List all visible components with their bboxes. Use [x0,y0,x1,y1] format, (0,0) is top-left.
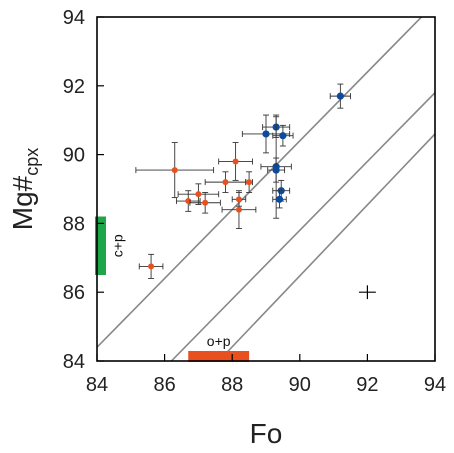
blue-point-marker [279,132,287,140]
x-tick-label: 88 [221,374,243,396]
orange-point [135,142,215,199]
orange-point [189,191,221,214]
orange-point [177,183,220,205]
orange-point [138,253,164,279]
data-points [135,83,351,279]
x-tick-label: 86 [153,374,175,396]
orange-point-marker [148,263,155,270]
reference-line [97,17,423,348]
x-tick-label: 84 [86,374,108,396]
range-bar-label: o+p [207,333,231,349]
orange-point-marker [202,199,209,206]
range-bar-o+p [188,351,250,362]
y-axis-title-main: Mg# [7,175,38,230]
y-tick-label: 88 [63,213,85,235]
orange-point-marker [222,179,229,186]
y-axis-title-subscript: cpx [22,148,42,176]
orange-point [204,171,247,193]
y-axis-title: Mg#cpx [7,148,42,230]
orange-point-marker [235,196,242,203]
range-bar-c+p [95,216,106,275]
orange-point-marker [195,191,202,198]
reference-line [218,133,435,361]
blue-point-marker [272,166,280,174]
blue-point-marker [262,130,270,138]
orange-point-marker [246,179,253,186]
blue-point-marker [336,92,344,100]
typical-error-cross [358,285,376,300]
blue-point-marker [275,195,284,203]
orange-point [245,171,253,193]
blue-point [267,157,286,183]
y-tick-label: 92 [63,76,85,98]
range-bar-label: c+p [110,234,126,257]
x-tick-label: 90 [289,374,311,396]
reference-line [170,92,435,361]
orange-point [218,142,253,181]
reference-lines [97,17,435,361]
x-tick-label: 94 [424,374,446,396]
y-tick-label: 94 [63,7,85,29]
plot-frame [96,16,436,362]
y-tick-label: 84 [63,351,85,373]
x-axis-title: Fo [250,418,283,449]
orange-point-marker [232,158,239,165]
blue-point [329,83,351,109]
orange-point [221,190,257,230]
y-tick-label: 90 [63,145,85,167]
orange-point [231,191,247,207]
x-tick-label: 92 [356,374,378,396]
range-bars: c+p o+p [95,216,250,362]
y-tick-label: 86 [63,282,85,304]
tick-labels: 84 86 88 90 92 94 84 86 88 90 92 94 [63,7,446,396]
orange-point-marker [235,206,242,213]
blue-point [272,190,287,209]
orange-point-marker [171,167,178,174]
